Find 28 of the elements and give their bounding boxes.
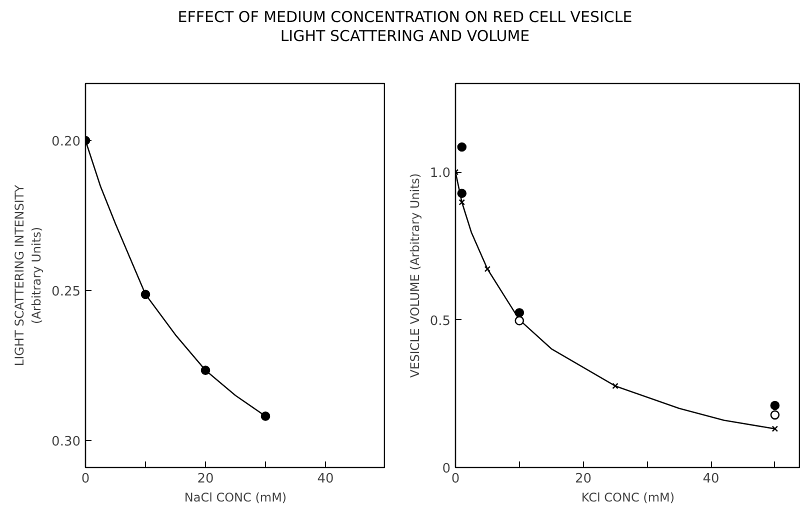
y-tick-label: 0.5 bbox=[430, 314, 451, 329]
x-tick-label: 40 bbox=[317, 472, 334, 486]
x-tick-label: 20 bbox=[575, 472, 592, 486]
y-tick-label: 0.20 bbox=[52, 134, 81, 150]
point bbox=[514, 316, 524, 326]
point bbox=[612, 382, 618, 390]
point bbox=[458, 199, 466, 206]
y-tick-label: 1.0 bbox=[430, 166, 451, 182]
point bbox=[770, 410, 780, 420]
x-tick-label: 20 bbox=[197, 472, 214, 486]
point bbox=[260, 412, 270, 421]
point bbox=[200, 366, 210, 375]
x-tick-label: 40 bbox=[702, 472, 720, 486]
chart-title: EFFECT OF MEDIUM CONCENTRATION ON RED CELL VESICLE LIGHT SCATTERING AND VOLUME bbox=[178, 8, 632, 46]
point bbox=[770, 400, 780, 410]
y-axis-title: VESICLE VOLUME (Arbitrary Units) bbox=[408, 173, 422, 378]
point bbox=[772, 426, 778, 432]
point bbox=[457, 142, 467, 152]
y-axis-title: LIGHT SCATTERING INTENSITY (Arbitrary Units) bbox=[12, 184, 44, 366]
y-tick-label: 0 bbox=[442, 462, 451, 476]
x-axis-title: KCl CONC (mM) bbox=[581, 490, 675, 504]
point bbox=[457, 188, 467, 198]
x-axis-title: NaCl CONC (mM) bbox=[184, 490, 287, 504]
y-tick-label: 0.30 bbox=[52, 434, 81, 450]
point bbox=[484, 266, 491, 272]
point bbox=[140, 290, 150, 300]
y-tick-label: 0.25 bbox=[52, 284, 81, 300]
point bbox=[514, 308, 524, 318]
